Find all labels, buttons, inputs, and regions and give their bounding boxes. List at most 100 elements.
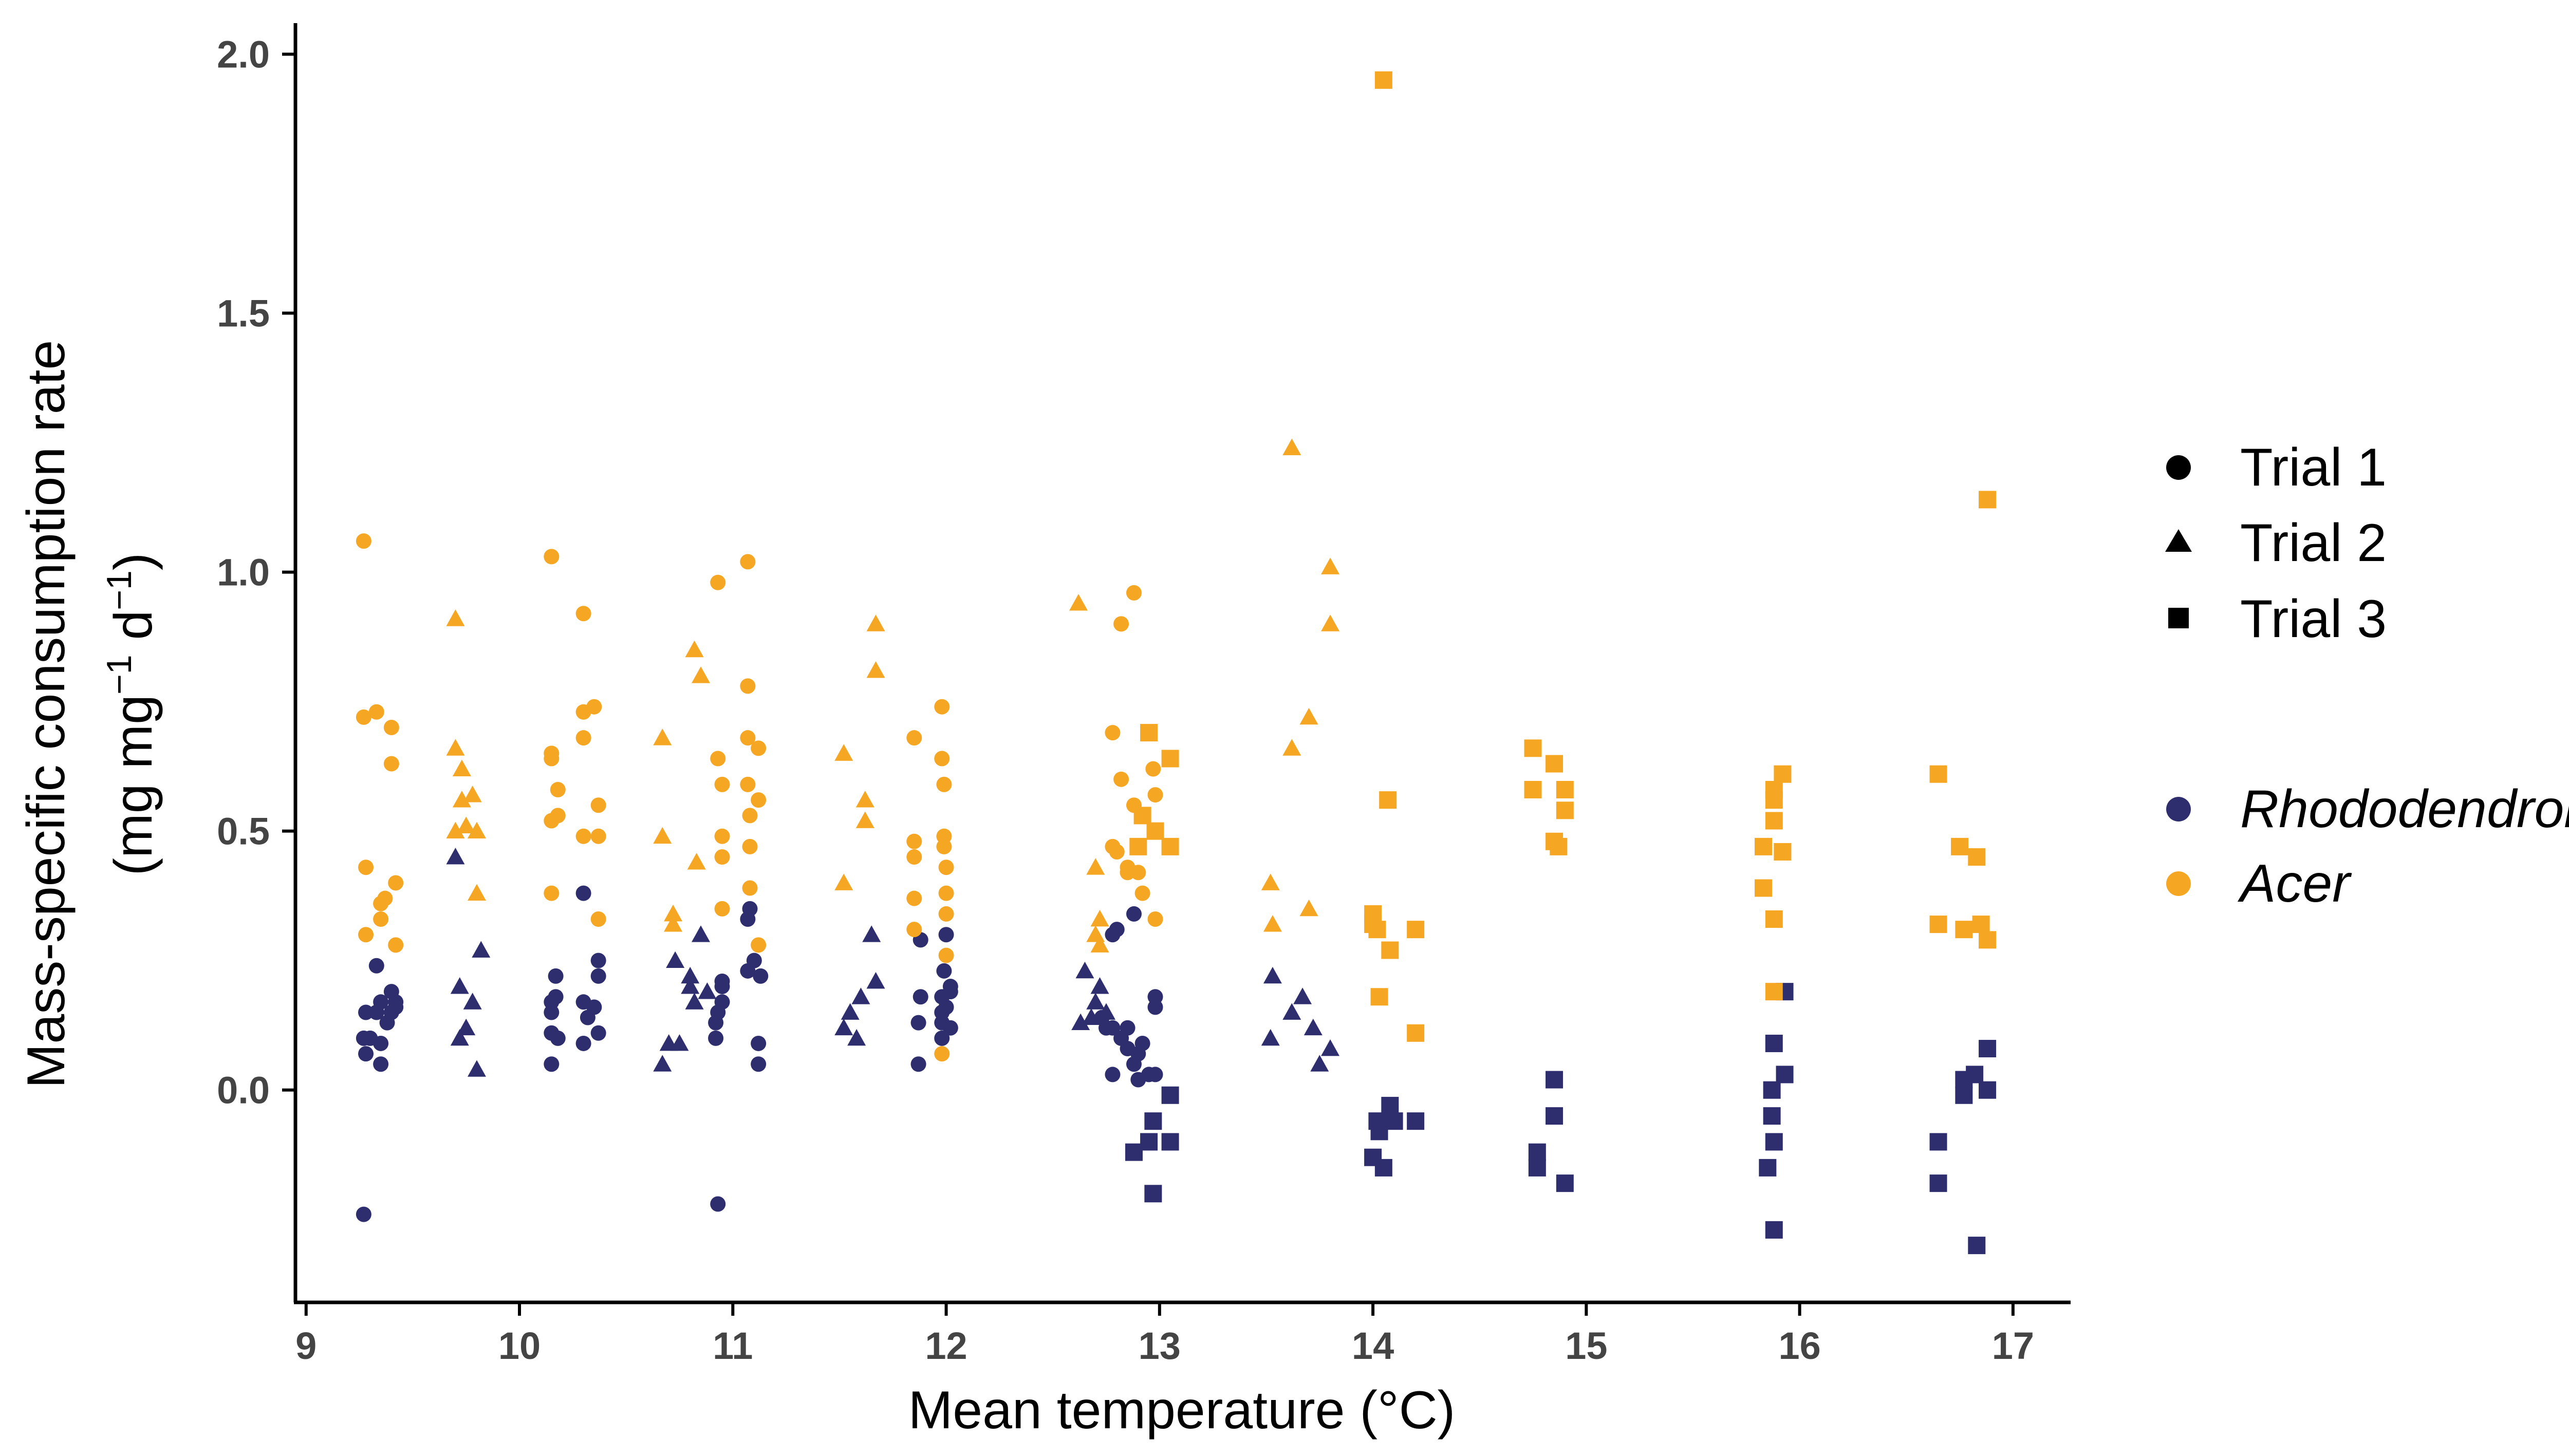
acer-trial1-point [383, 720, 399, 736]
acer-trial1-point [544, 885, 560, 901]
rhododendron-trial3-point [1144, 1112, 1162, 1130]
x-tick-label: 11 [713, 1324, 753, 1367]
acer-trial2-point [692, 666, 711, 683]
acer-trial1-point [575, 828, 591, 844]
rhododendron-trial3-point [1763, 1107, 1781, 1125]
legend-circle-symbol [2166, 455, 2191, 480]
rhododendron-trial3-point [1546, 1107, 1563, 1125]
acer-trial3-point [1161, 837, 1179, 855]
acer-trial1-point [550, 781, 566, 797]
x-tick-label: 12 [925, 1324, 967, 1367]
acer-trial2-point [685, 640, 704, 658]
rhododendron-trial3-point [1929, 1174, 1947, 1192]
x-axis-title: Mean temperature (°C) [908, 1380, 1456, 1440]
rhododendron-trial3-point [1556, 1174, 1574, 1192]
rhododendron-trial2-point [862, 925, 881, 942]
rhododendron-trial1-point [1105, 1020, 1121, 1036]
acer-trial2-point [463, 786, 482, 802]
acer-trial3-point [1929, 916, 1947, 934]
acer-trial1-point [934, 699, 950, 715]
shape-legend: Trial 1 Trial 2 Trial 3 [2165, 438, 2387, 649]
acer-trial3-point [1951, 837, 1969, 855]
acer-trial1-point [714, 828, 730, 844]
rhododendron-trial3-point [1765, 1034, 1783, 1052]
acer-trial2-point [855, 811, 874, 828]
acer-trial1-point [590, 911, 606, 927]
acer-trial1-point [550, 808, 566, 824]
rhododendron-trial1-point [753, 968, 769, 984]
acer-trial1-point [1113, 616, 1129, 632]
rhododendron-trial1-point [751, 1056, 767, 1072]
acer-trial2-point [1299, 707, 1318, 725]
rhododendron-trial2-point [1086, 993, 1105, 1010]
rhododendron-trial1-point [742, 901, 758, 917]
rhododendron-trial1-point [910, 1015, 926, 1031]
rhododendron-trial2-point [685, 993, 704, 1010]
rhododendron-trial3-point [1979, 1081, 1997, 1099]
acer-trial2-point [446, 609, 465, 626]
acer-trial3-point [1368, 921, 1386, 939]
rhododendron-trial3-point [1407, 1112, 1425, 1130]
acer-trial1-point [938, 947, 954, 963]
acer-trial1-point [590, 828, 606, 844]
rhododendron-trial3-point [1759, 1159, 1777, 1177]
rhododendron-trial2-point [851, 987, 870, 1004]
acer-trial3-point [1972, 916, 1990, 934]
y-tick-label: 2.0 [217, 33, 270, 76]
rhododendron-trial2-point [446, 848, 465, 865]
rhododendron-trial1-point [590, 953, 606, 968]
acer-trial2-point [664, 915, 683, 932]
acer-trial3-point [1765, 910, 1783, 928]
rhododendron-trial1-point [356, 1206, 371, 1222]
rhododendron-trial1-point [708, 1030, 724, 1046]
rhododendron-trial1-point [938, 999, 954, 1015]
acer-trial1-point [934, 751, 950, 767]
acer-trial1-point [751, 937, 767, 953]
rhododendron-trial1-point [1109, 922, 1125, 938]
rhododendron-trial2-point [666, 951, 685, 968]
rhododendron-trial1-point [714, 973, 730, 989]
rhododendron-trial3-point [1161, 1133, 1179, 1151]
rhododendron-trial1-point [942, 979, 958, 995]
acer-trial2-point [1090, 910, 1109, 927]
acer-trial1-point [373, 911, 389, 927]
acer-trial1-point [1147, 787, 1163, 803]
rhododendron-trial1-point [913, 989, 928, 1005]
rhododendron-trial2-point [692, 925, 711, 942]
y-tick-label: 1.5 [217, 292, 270, 335]
rhododendron-trial1-point [910, 1056, 926, 1072]
acer-trial3-point [1146, 822, 1164, 840]
rhododendron-trial3-point [1385, 1112, 1403, 1130]
rhododendron-trial1-point [575, 1035, 591, 1051]
rhododendron-trial1-point [590, 1025, 606, 1041]
acer-trial2-point [1299, 899, 1318, 917]
acer-trial3-point [1133, 807, 1151, 825]
rhododendron-trial2-point [450, 977, 469, 994]
legend-trial-2-label: Trial 2 [2240, 513, 2387, 573]
acer-trial1-point [356, 709, 371, 725]
acer-trial2-point [653, 827, 672, 844]
rhododendron-trial3-point [1776, 1066, 1794, 1084]
acer-trial1-point [1147, 911, 1163, 927]
acer-trial3-point [1550, 837, 1568, 855]
rhododendron-trial2-point [698, 982, 717, 999]
acer-trial3-point [1546, 755, 1563, 773]
acer-trial1-point [936, 838, 952, 854]
x-tick-label: 17 [1992, 1324, 2034, 1367]
rhododendron-trial2-point [1321, 1039, 1340, 1056]
acer-trial1-point [575, 730, 591, 746]
rhododendron-trial2-point [1261, 1029, 1280, 1046]
rhododendron-trial2-point [670, 1034, 689, 1051]
rhododendron-trial2-point [1282, 1003, 1301, 1020]
rhododendron-trial3-point [1161, 1086, 1179, 1104]
acer-trial3-point [1765, 791, 1783, 809]
legend-square-symbol [2168, 608, 2189, 628]
acer-trial1-point [938, 885, 954, 901]
acer-trial1-point [586, 699, 602, 715]
rhododendron-trial3-point [1546, 1071, 1563, 1089]
rhododendron-trial1-point [936, 963, 952, 979]
acer-trial2-point [1321, 614, 1340, 631]
y-tick-label: 1.0 [217, 551, 270, 594]
y-axis-unit-part3: ) [104, 553, 163, 571]
acer-trial3-point [1374, 71, 1392, 89]
